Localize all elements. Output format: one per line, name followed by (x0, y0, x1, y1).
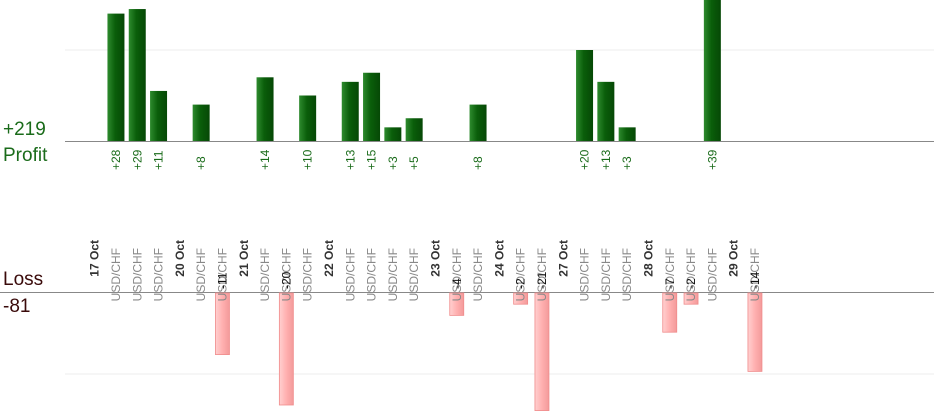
profit-value-label: +29 (130, 149, 144, 170)
loss-label: Loss (3, 269, 44, 290)
pair-label: USD/CHF (748, 248, 762, 301)
pair-label: USD/CHF (215, 248, 229, 301)
profit-value-label: +8 (194, 156, 208, 170)
pair-label: USD/CHF (450, 248, 464, 301)
loss-bar (683, 292, 699, 305)
profit-total: +219 (3, 119, 46, 140)
pair-label: USD/CHF (343, 248, 357, 301)
pair-label: USD/CHF (578, 248, 592, 301)
profit-value-label: +11 (152, 150, 166, 170)
profit-bar (150, 90, 168, 141)
pair-label: USD/CHF (301, 248, 315, 301)
profit-bar (341, 81, 359, 141)
date-label: 20 Oct (173, 240, 187, 277)
date-label: 27 Oct (556, 240, 570, 277)
pair-label: USD/CHF (279, 248, 293, 301)
pair-label: USD/CHF (620, 248, 634, 301)
profit-bar (703, 0, 721, 141)
profit-value-label: +8 (471, 156, 485, 170)
profit-bar (256, 77, 274, 141)
loss-value-label: -4 (450, 278, 464, 289)
pair-label: USD/CHF (194, 248, 208, 301)
profit-value-label: +5 (407, 156, 421, 170)
loss-value-label: -2 (514, 278, 528, 289)
profit-label: Profit (3, 145, 48, 166)
profit-bar (363, 72, 381, 141)
profit-bar (469, 104, 487, 141)
gridlines (65, 49, 934, 375)
loss-bar (534, 292, 550, 411)
profit-value-label: +39 (705, 149, 719, 170)
profit-bar (576, 50, 594, 141)
profit-bar (107, 13, 125, 142)
profit-value-label: +3 (620, 156, 634, 170)
loss-value-label: -11 (215, 272, 229, 289)
profit-value-label: +15 (365, 149, 379, 170)
pair-label: USD/CHF (258, 248, 272, 301)
pair-label: USD/CHF (386, 248, 400, 301)
profit-bar (618, 127, 636, 141)
pair-label: USD/CHF (471, 248, 485, 301)
pair-label: USD/CHF (663, 248, 677, 301)
loss-bar (449, 292, 465, 316)
profit-bar (192, 104, 210, 141)
pair-label: USD/CHF (684, 248, 698, 301)
date-label: 28 Oct (641, 240, 655, 277)
pair-label: USD/CHF (407, 248, 421, 301)
pair-label: USD/CHF (109, 248, 123, 301)
loss-bar (278, 292, 294, 406)
date-label: 22 Oct (322, 240, 336, 277)
profit-value-label: +20 (578, 149, 592, 170)
pair-label: USD/CHF (705, 248, 719, 301)
loss-value-label: -7 (663, 278, 677, 289)
profit-value-label: +3 (386, 156, 400, 170)
profit-bar (299, 95, 317, 141)
pair-label: USD/CHF (152, 248, 166, 301)
profit-bar (128, 9, 146, 141)
loss-value-label: -14 (748, 271, 762, 289)
pair-label: USD/CHF (365, 248, 379, 301)
date-label: 21 Oct (237, 240, 251, 277)
bars (107, 0, 763, 411)
loss-total: -81 (3, 296, 31, 317)
profit-bar (384, 127, 402, 141)
loss-value-label: -21 (535, 271, 549, 289)
profit-value-label: +10 (301, 149, 315, 170)
loss-bar (747, 292, 763, 372)
profit-value-label: +28 (109, 149, 123, 170)
date-label: 29 Oct (727, 240, 741, 277)
loss-bar (215, 292, 230, 355)
pair-label: USD/CHF (130, 248, 144, 301)
pair-label: USD/CHF (514, 248, 528, 301)
pair-label: USD/CHF (535, 248, 549, 301)
loss-bar (513, 292, 529, 305)
profit-value-label: +13 (599, 149, 613, 170)
loss-value-label: -2 (684, 278, 698, 289)
loss-bar (662, 292, 678, 333)
labels: 17 Oct USD/CHF +28 USD/CHF +29 USD/CHF +11 20 O… (88, 149, 762, 301)
loss-value-label: -20 (279, 271, 293, 289)
profit-value-label: +14 (258, 149, 272, 170)
profit-bar (405, 118, 423, 141)
date-label: 24 Oct (492, 240, 506, 277)
profit-value-label: +13 (343, 149, 357, 170)
date-label: 17 Oct (88, 240, 102, 277)
pair-label: USD/CHF (599, 248, 613, 301)
profit-bar (597, 81, 615, 141)
axes (0, 141, 934, 293)
date-label: 23 Oct (428, 240, 442, 277)
